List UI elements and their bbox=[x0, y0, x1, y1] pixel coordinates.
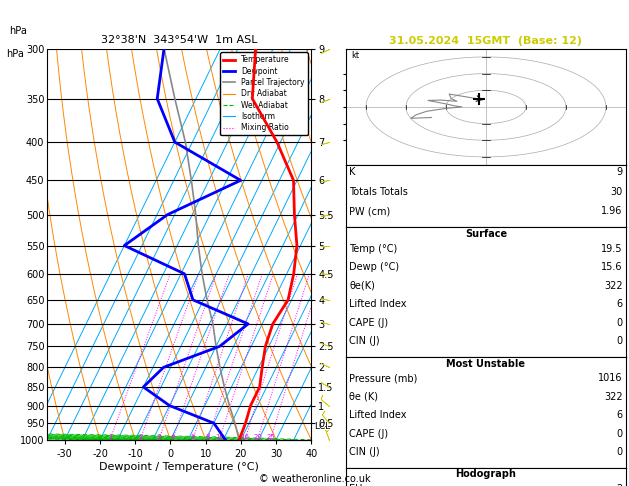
Text: PW (cm): PW (cm) bbox=[349, 206, 391, 216]
Text: 1.96: 1.96 bbox=[601, 206, 623, 216]
Text: LCL: LCL bbox=[314, 422, 330, 431]
Text: 16: 16 bbox=[240, 434, 250, 440]
Text: CAPE (J): CAPE (J) bbox=[349, 429, 388, 439]
Text: CAPE (J): CAPE (J) bbox=[349, 318, 388, 328]
Text: 19.5: 19.5 bbox=[601, 244, 623, 254]
Text: Surface: Surface bbox=[465, 229, 507, 240]
Text: 15.6: 15.6 bbox=[601, 262, 623, 273]
Legend: Temperature, Dewpoint, Parcel Trajectory, Dry Adiabat, Wet Adiabat, Isotherm, Mi: Temperature, Dewpoint, Parcel Trajectory… bbox=[220, 52, 308, 135]
Text: CIN (J): CIN (J) bbox=[349, 447, 380, 457]
Text: 0: 0 bbox=[616, 429, 623, 439]
Text: 3: 3 bbox=[157, 434, 161, 440]
Text: © weatheronline.co.uk: © weatheronline.co.uk bbox=[259, 473, 370, 484]
Text: K: K bbox=[349, 167, 355, 177]
Text: 9: 9 bbox=[616, 167, 623, 177]
Text: 31.05.2024  15GMT  (Base: 12): 31.05.2024 15GMT (Base: 12) bbox=[389, 36, 582, 46]
Text: 322: 322 bbox=[604, 281, 623, 291]
Text: Lifted Index: Lifted Index bbox=[349, 410, 406, 420]
Text: 20: 20 bbox=[253, 434, 262, 440]
Text: Pressure (mb): Pressure (mb) bbox=[349, 373, 418, 383]
Text: Most Unstable: Most Unstable bbox=[447, 359, 525, 369]
Text: 6: 6 bbox=[616, 410, 623, 420]
Text: 4: 4 bbox=[170, 434, 175, 440]
Text: Hodograph: Hodograph bbox=[455, 469, 516, 480]
Text: kt: kt bbox=[352, 51, 360, 60]
Text: 2: 2 bbox=[616, 484, 623, 486]
Text: EH: EH bbox=[349, 484, 362, 486]
Text: θe(K): θe(K) bbox=[349, 281, 375, 291]
Text: θe (K): θe (K) bbox=[349, 392, 378, 402]
Title: 32°38'N  343°54'W  1m ASL: 32°38'N 343°54'W 1m ASL bbox=[101, 35, 257, 45]
Text: 25: 25 bbox=[266, 434, 275, 440]
Text: 10: 10 bbox=[214, 434, 224, 440]
Text: 6: 6 bbox=[616, 299, 623, 310]
Text: Dewp (°C): Dewp (°C) bbox=[349, 262, 399, 273]
Text: 0: 0 bbox=[616, 318, 623, 328]
Text: 1016: 1016 bbox=[598, 373, 623, 383]
Text: CIN (J): CIN (J) bbox=[349, 336, 380, 347]
Text: 30: 30 bbox=[611, 187, 623, 197]
Text: 1: 1 bbox=[108, 434, 113, 440]
Text: 0: 0 bbox=[616, 336, 623, 347]
Text: 2: 2 bbox=[138, 434, 142, 440]
Text: 322: 322 bbox=[604, 392, 623, 402]
Text: 8: 8 bbox=[205, 434, 209, 440]
Text: hPa: hPa bbox=[9, 26, 27, 36]
Text: hPa: hPa bbox=[6, 49, 24, 59]
Text: Totals Totals: Totals Totals bbox=[349, 187, 408, 197]
Text: Lifted Index: Lifted Index bbox=[349, 299, 406, 310]
Text: 0: 0 bbox=[616, 447, 623, 457]
X-axis label: Dewpoint / Temperature (°C): Dewpoint / Temperature (°C) bbox=[99, 462, 259, 471]
Y-axis label: km
ASL: km ASL bbox=[350, 233, 368, 255]
Text: Temp (°C): Temp (°C) bbox=[349, 244, 398, 254]
Text: 6: 6 bbox=[191, 434, 195, 440]
